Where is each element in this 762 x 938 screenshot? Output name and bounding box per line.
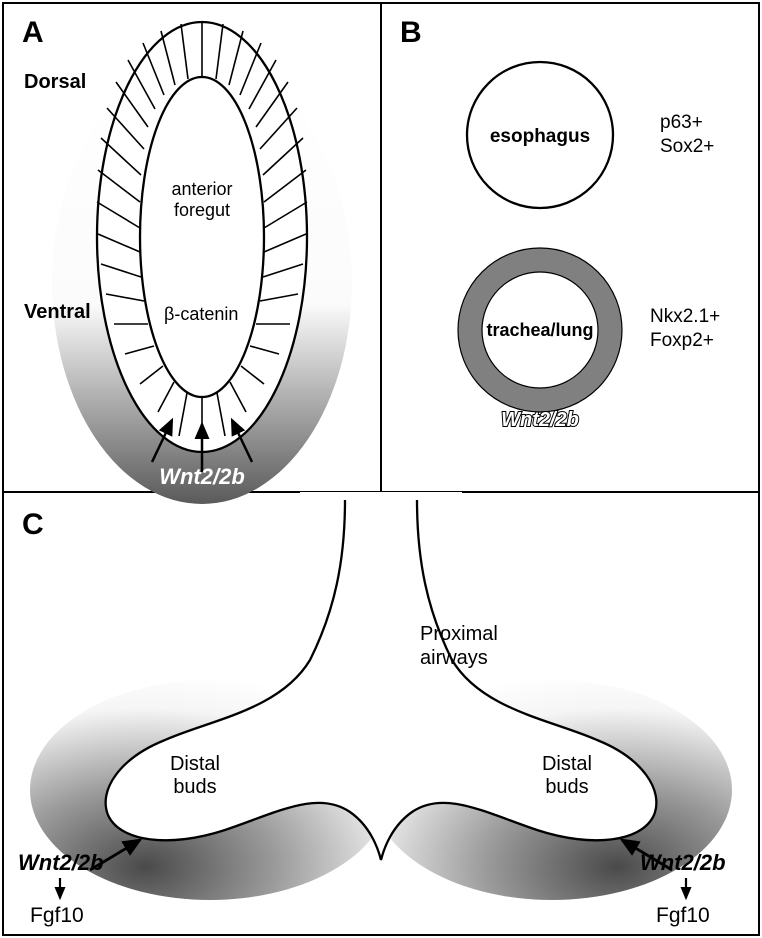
airway-outline (106, 500, 657, 860)
figure-container: A (0, 0, 762, 938)
label-beta-catenin: β-catenin (164, 304, 238, 324)
trachea-label: trachea/lung (486, 320, 593, 340)
esophagus-label: esophagus (490, 126, 590, 147)
label-distal-left-2: buds (173, 776, 216, 798)
panel-a: A (22, 16, 352, 504)
figure-svg: A (0, 0, 762, 938)
marker-nkx: Nkx2.1+ (650, 306, 720, 327)
label-distal-right-1: Distal (542, 753, 592, 775)
panel-b-letter: B (400, 16, 422, 49)
label-wnt-c-left: Wnt2/2b (18, 850, 104, 875)
label-wnt-c-right: Wnt2/2b (640, 850, 726, 875)
marker-sox2: Sox2+ (660, 136, 714, 157)
label-fgf-left: Fgf10 (30, 904, 84, 927)
marker-foxp2: Foxp2+ (650, 330, 714, 351)
label-ventral: Ventral (24, 301, 91, 323)
label-proximal-2: airways (420, 647, 488, 669)
label-dorsal: Dorsal (24, 71, 86, 93)
label-wnt-b: Wnt2/2b (501, 409, 579, 431)
panel-c: C Proximal airways Distal buds Distal bu… (18, 492, 732, 927)
foregut-inner (140, 77, 264, 397)
label-distal-right-2: buds (545, 776, 588, 798)
panel-b: B esophagus p63+ Sox2+ trachea/lung Nkx2… (400, 16, 720, 431)
label-fgf-right: Fgf10 (656, 904, 710, 927)
label-anterior-foregut-2: foregut (174, 200, 230, 220)
panel-c-letter: C (22, 508, 44, 541)
marker-p63: p63+ (660, 112, 703, 133)
label-anterior-foregut-1: anterior (171, 179, 232, 199)
label-distal-left-1: Distal (170, 753, 220, 775)
label-proximal-1: Proximal (420, 623, 498, 645)
label-wnt-a: Wnt2/2b (159, 464, 245, 489)
panel-a-letter: A (22, 16, 44, 49)
